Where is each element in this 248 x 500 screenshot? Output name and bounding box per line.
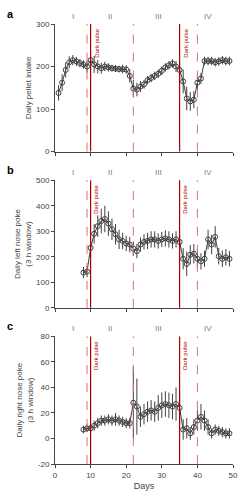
svg-text:0: 0 — [45, 304, 50, 313]
svg-text:III: III — [155, 324, 162, 333]
svg-text:-20: -20 — [38, 460, 50, 469]
svg-text:100: 100 — [36, 278, 50, 287]
svg-text:Dark pulse: Dark pulse — [182, 341, 188, 370]
svg-text:300: 300 — [36, 20, 50, 29]
svg-text:Dark pulse: Dark pulse — [93, 341, 99, 370]
svg-text:80: 80 — [40, 332, 49, 341]
svg-text:Dark pulse: Dark pulse — [182, 185, 188, 214]
svg-text:200: 200 — [36, 62, 50, 71]
svg-text:a: a — [7, 8, 14, 20]
svg-text:Dark pulse: Dark pulse — [183, 28, 189, 57]
svg-text:30: 30 — [157, 471, 166, 480]
svg-text:II: II — [108, 324, 112, 333]
svg-text:40: 40 — [193, 471, 202, 480]
svg-text:200: 200 — [36, 253, 50, 262]
svg-text:20: 20 — [40, 409, 49, 418]
svg-text:IV: IV — [204, 168, 212, 177]
svg-text:60: 60 — [40, 358, 49, 367]
svg-text:II: II — [108, 12, 112, 21]
svg-text:0: 0 — [45, 147, 50, 156]
svg-text:0: 0 — [45, 434, 50, 443]
svg-text:500: 500 — [36, 176, 50, 185]
svg-text:40: 40 — [40, 383, 49, 392]
svg-text:III: III — [155, 168, 162, 177]
svg-text:300: 300 — [36, 227, 50, 236]
svg-text:400: 400 — [36, 202, 50, 211]
svg-text:I: I — [72, 168, 74, 177]
svg-text:20: 20 — [122, 471, 131, 480]
svg-text:10: 10 — [86, 471, 95, 480]
svg-text:100: 100 — [36, 105, 50, 114]
svg-text:Dark pulse: Dark pulse — [94, 28, 100, 57]
svg-text:c: c — [7, 320, 13, 332]
svg-text:I: I — [72, 12, 74, 21]
svg-text:Daily right nose poke(3 h wind: Daily right nose poke(3 h window) — [15, 362, 34, 437]
svg-text:IV: IV — [204, 12, 212, 21]
svg-text:Days: Days — [134, 481, 155, 491]
svg-text:50: 50 — [229, 471, 238, 480]
svg-text:III: III — [155, 12, 162, 21]
svg-text:0: 0 — [53, 471, 58, 480]
svg-text:Daily left nose poke(3 h windo: Daily left nose poke(3 h window) — [13, 209, 32, 279]
svg-text:II: II — [108, 168, 112, 177]
svg-text:IV: IV — [204, 324, 212, 333]
svg-text:Dark pulse: Dark pulse — [93, 185, 99, 214]
svg-text:I: I — [72, 324, 74, 333]
svg-text:b: b — [7, 164, 14, 176]
svg-text:Daily pellet intake: Daily pellet intake — [24, 56, 33, 119]
